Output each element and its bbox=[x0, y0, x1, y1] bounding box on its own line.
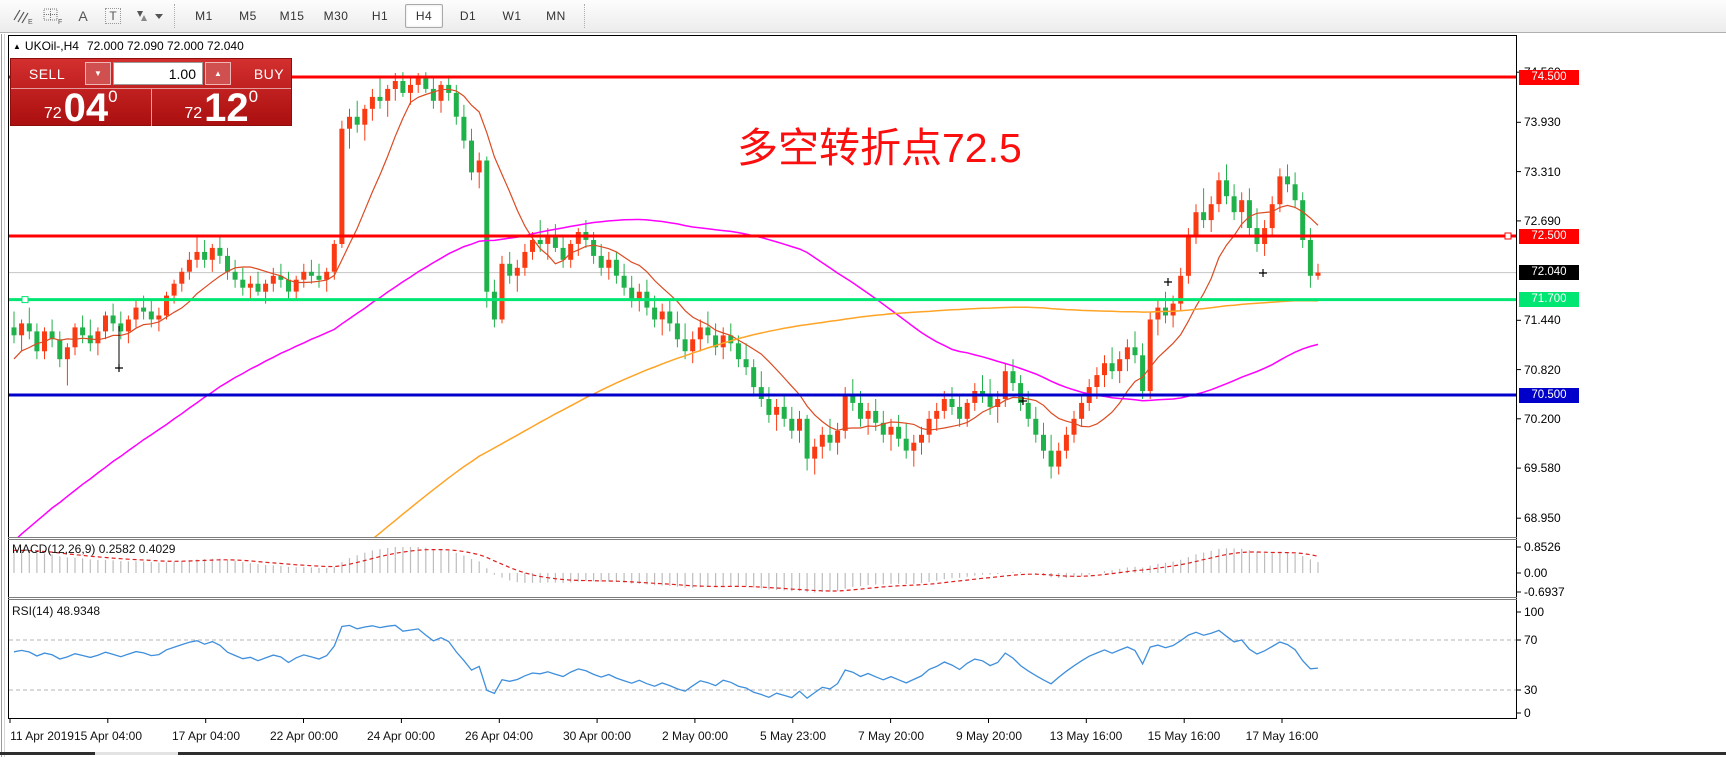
timeframe-button-m30[interactable]: M30 bbox=[323, 9, 349, 23]
price-tick-label: 70.820 bbox=[1524, 363, 1561, 377]
sell-price-base: 72 bbox=[43, 105, 62, 122]
date-tick-label: 22 Apr 00:00 bbox=[269, 729, 339, 743]
macd-signal-line bbox=[13, 549, 1319, 592]
buy-price-base: 72 bbox=[184, 105, 203, 122]
date-tick-label: 15 Apr 04:00 bbox=[73, 729, 143, 743]
rsi-label: RSI(14) 48.9348 bbox=[12, 604, 101, 618]
price-line-badge: 72.500 bbox=[1519, 229, 1579, 244]
sell-price[interactable]: 72 04 0 bbox=[11, 86, 152, 130]
rsi-scale-label: 0 bbox=[1524, 706, 1531, 720]
timeframe-button-m1[interactable]: M1 bbox=[195, 9, 213, 23]
rsi-pane bbox=[9, 624, 1516, 700]
date-tick-label: 2 May 00:00 bbox=[661, 729, 729, 743]
ohlc-values: 72.000 72.090 72.000 72.040 bbox=[86, 39, 244, 53]
timeframe-button-w1[interactable]: W1 bbox=[502, 9, 522, 23]
arrows-icon[interactable] bbox=[128, 3, 168, 29]
buy-price[interactable]: 72 12 0 bbox=[152, 86, 292, 130]
ma-line-62 bbox=[17, 218, 1319, 537]
price-line-badge: 70.500 bbox=[1519, 388, 1579, 403]
plus-marker bbox=[115, 364, 123, 372]
price-line-badge: 74.500 bbox=[1519, 70, 1579, 85]
grid-icon[interactable]: F bbox=[38, 3, 68, 29]
buy-button[interactable]: BUY bbox=[253, 65, 285, 82]
horizontal-scrollbar[interactable] bbox=[0, 752, 1726, 755]
timeframe-button-mn[interactable]: MN bbox=[546, 9, 566, 23]
price-tick-label: 72.690 bbox=[1524, 214, 1561, 228]
price-tick-label: 69.580 bbox=[1524, 461, 1561, 475]
chart-title: ▲ UKOil-,H4 72.000 72.090 72.000 72.040 bbox=[13, 39, 244, 53]
timeframe-button-d1[interactable]: D1 bbox=[459, 9, 477, 23]
sell-button[interactable]: SELL bbox=[28, 65, 66, 82]
macd-scale-label: -0.6937 bbox=[1524, 585, 1565, 599]
chart-window: ▲ UKOil-,H4 72.000 72.090 72.000 72.040 SE… bbox=[0, 34, 1726, 757]
buy-price-sup: 0 bbox=[248, 87, 259, 106]
macd-values: 0.2582 0.4029 bbox=[98, 542, 176, 556]
date-tick-label: 24 Apr 00:00 bbox=[366, 729, 436, 743]
sell-price-sup: 0 bbox=[108, 87, 118, 106]
plus-marker bbox=[1259, 269, 1267, 277]
rsi-scale-label: 70 bbox=[1524, 633, 1538, 647]
price-tick-label: 71.440 bbox=[1524, 313, 1561, 327]
price-tick-label: 73.310 bbox=[1524, 165, 1561, 179]
ma-line-10 bbox=[13, 88, 1319, 432]
volume-input[interactable] bbox=[113, 62, 203, 85]
macd-label: MACD(12,26,9) 0.2582 0.4029 bbox=[12, 542, 176, 556]
chart-canvas[interactable] bbox=[0, 34, 1726, 757]
buy-price-pips: 12 bbox=[204, 86, 249, 130]
macd-scale-label: 0.00 bbox=[1524, 566, 1548, 580]
plus-marker bbox=[1164, 278, 1172, 286]
date-tick-label: 17 Apr 04:00 bbox=[171, 729, 241, 743]
last-price-badge: 72.040 bbox=[1519, 265, 1579, 280]
rsi-value: 48.9348 bbox=[56, 604, 101, 618]
timeframe-button-h1[interactable]: H1 bbox=[371, 9, 389, 23]
price-tick-label: 73.930 bbox=[1524, 115, 1561, 129]
macd-scale-label: 0.8526 bbox=[1524, 540, 1561, 554]
chart-annotation-text: 多空转折点72.5 bbox=[737, 125, 1022, 171]
toolbar-separator-2 bbox=[584, 4, 586, 28]
symbol-period-label: UKOil-,H4 bbox=[24, 39, 79, 53]
svg-text:E: E bbox=[28, 19, 33, 25]
indicators-icon[interactable]: E bbox=[8, 3, 38, 29]
svg-text:F: F bbox=[58, 19, 62, 25]
date-tick-label: 9 May 20:00 bbox=[955, 729, 1023, 743]
timeframe-buttons: M1 M5 M15 M30 H1 H4 D1 W1 MN bbox=[182, 4, 578, 28]
plus-marker bbox=[1019, 397, 1027, 405]
price-tick-label: 70.200 bbox=[1524, 412, 1561, 426]
text-label-icon[interactable]: A bbox=[78, 8, 88, 24]
timeframe-button-h4[interactable]: H4 bbox=[405, 4, 443, 28]
date-tick-label: 13 May 16:00 bbox=[1049, 729, 1123, 743]
price-tick-label: 68.950 bbox=[1524, 511, 1561, 525]
rsi-scale-label: 100 bbox=[1524, 605, 1545, 619]
candles-layer bbox=[11, 72, 1321, 479]
date-tick-label: 11 Apr 2019 bbox=[10, 729, 74, 743]
date-tick-label: 30 Apr 00:00 bbox=[562, 729, 632, 743]
volume-increase-button[interactable]: ▲ bbox=[205, 62, 231, 85]
date-tick-label: 7 May 20:00 bbox=[857, 729, 925, 743]
rsi-line bbox=[13, 624, 1319, 700]
date-tick-label: 17 May 16:00 bbox=[1245, 729, 1319, 743]
textbox-icon[interactable]: T bbox=[98, 3, 128, 29]
volume-decrease-button[interactable]: ▼ bbox=[85, 62, 111, 85]
date-tick-label: 5 May 23:00 bbox=[759, 729, 827, 743]
sell-price-pips: 04 bbox=[63, 86, 109, 130]
macd-pane bbox=[13, 547, 1319, 593]
price-line-badge: 71.700 bbox=[1519, 292, 1579, 307]
date-tick-label: 26 Apr 04:00 bbox=[464, 729, 534, 743]
rsi-scale-label: 30 bbox=[1524, 683, 1538, 697]
collapse-triangle-icon[interactable]: ▲ bbox=[13, 42, 21, 51]
ma-line-144 bbox=[373, 299, 1319, 537]
toolbar: E F A T M1 M5 M15 M30 H1 H4 D1 W1 MN bbox=[0, 0, 1726, 33]
timeframe-button-m5[interactable]: M5 bbox=[239, 9, 257, 23]
timeframe-button-m15[interactable]: M15 bbox=[279, 9, 305, 23]
toolbar-separator bbox=[174, 4, 176, 28]
date-tick-label: 15 May 16:00 bbox=[1147, 729, 1221, 743]
